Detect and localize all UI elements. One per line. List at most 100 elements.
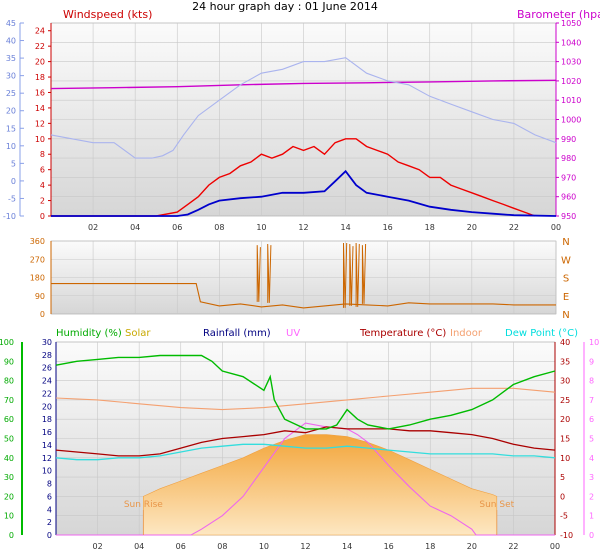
wind-x-tick-label: 00 [551, 223, 561, 232]
direction-spike [361, 243, 367, 304]
rainfall-tick-label: 0 [47, 531, 52, 540]
rainfall-tick-label: 12 [42, 454, 52, 463]
barometer-tick-label: 990 [561, 135, 576, 144]
direction-tick-label: 90 [35, 292, 45, 301]
direction-series [51, 242, 556, 309]
windspeed-tick-label: 4 [40, 181, 45, 190]
rainfall-tick-label: 4 [47, 505, 52, 514]
outer-axis-tick-label: 0 [11, 177, 16, 186]
barometer-tick-label: 1000 [561, 116, 581, 125]
windspeed-tick-label: 8 [40, 150, 45, 159]
temp-tick-label: 30 [560, 377, 570, 386]
temperature-x-tick-label: 00 [550, 542, 560, 551]
temperature-x-tick-label: 06 [176, 542, 186, 551]
uv-tick-label: 7 [589, 396, 594, 405]
wind-x-tick-label: 02 [88, 223, 98, 232]
outer-axis-tick-label: -10 [3, 212, 16, 221]
wind-x-tick-label: 14 [340, 223, 350, 232]
temp-tick-label: -5 [560, 512, 568, 521]
uv-tick-label: 10 [589, 338, 599, 347]
outer-axis: -10 -5 0 5 10 15 20 25 30 35 40 45 [3, 19, 24, 221]
rainfall-tick-label: 28 [42, 351, 52, 360]
temp-tick-label: 20 [560, 415, 570, 424]
temp-axis: -10 -5 0 5 10 15 20 25 30 35 40 [554, 338, 573, 540]
rainfall-tick-label: 30 [42, 338, 52, 347]
windspeed-tick-label: 10 [35, 135, 45, 144]
wind-x-axis: 02 04 06 08 10 12 14 16 18 20 22 00 [88, 223, 561, 232]
temp-tick-label: 35 [560, 357, 570, 366]
humidity-tick-label: 20 [4, 492, 14, 501]
temp-tick-label: 0 [560, 492, 565, 501]
temperature-line [55, 426, 556, 457]
temperature-x-tick-label: 14 [342, 542, 352, 551]
temperature-panel: Humidity (%) Solar Rainfall (mm) UV Temperat… [0, 328, 599, 551]
direction-spike [349, 243, 354, 306]
chart-title: 24 hour graph day : 01 June 2014 [192, 0, 378, 13]
uv-tick-label: 2 [589, 492, 594, 501]
rainfall-tick-label: 10 [42, 467, 52, 476]
uv-tick-label: 0 [589, 531, 594, 540]
temperature-x-axis: 02 04 06 08 10 12 14 16 18 20 22 00 [92, 542, 560, 551]
temperature-legend: Humidity (%) Solar Rainfall (mm) UV Temperat… [56, 328, 578, 339]
barometer-tick-label: 960 [561, 193, 576, 202]
rainfall-tick-label: 14 [42, 441, 52, 450]
rainfall-tick-label: 18 [42, 415, 52, 424]
wind-series [50, 57, 557, 217]
temperature-x-tick-label: 08 [217, 542, 227, 551]
temperature-x-tick-label: 02 [92, 542, 102, 551]
temperature-x-tick-label: 04 [134, 542, 144, 551]
legend-rainfall: Rainfall (mm) [203, 328, 271, 339]
sun-rise-label: Sun Rise [124, 500, 163, 510]
direction-spike [342, 242, 348, 308]
uv-tick-label: 4 [589, 454, 594, 463]
compass-label-s: S [563, 274, 569, 285]
temp-tick-label: 40 [560, 338, 570, 347]
compass-label-n: N [562, 237, 569, 248]
temp-tick-label: 5 [560, 473, 565, 482]
outer-axis-tick-label: 30 [6, 72, 16, 81]
humidity-tick-label: 40 [4, 454, 14, 463]
outer-axis-tick-label: 40 [6, 37, 16, 46]
humidity-tick-label: 80 [4, 377, 14, 386]
wind-x-tick-label: 22 [509, 223, 519, 232]
legend-humidity: Humidity (%) [56, 328, 122, 339]
direction-tick-label: 180 [30, 274, 45, 283]
direction-line [51, 283, 556, 309]
rainfall-tick-label: 8 [47, 480, 52, 489]
indoor-line [55, 387, 556, 411]
direction-tick-label: 360 [30, 237, 45, 246]
humidity-tick-label: 0 [9, 531, 14, 540]
direction-tick-label: 270 [30, 255, 45, 264]
outer-axis-tick-label: 45 [6, 19, 16, 28]
windspeed-tick-label: 0 [40, 212, 45, 221]
direction-tick-label: 0 [40, 310, 45, 319]
humidity-axis: 0 10 20 30 40 50 60 70 80 90 100 [0, 338, 23, 540]
wind-x-tick-label: 12 [298, 223, 308, 232]
rainfall-tick-label: 22 [42, 389, 52, 398]
temperature-x-tick-label: 22 [508, 542, 518, 551]
temperature-x-tick-label: 10 [259, 542, 269, 551]
barometer-tick-label: 980 [561, 154, 576, 163]
outer-axis-tick-label: 5 [11, 159, 16, 168]
uv-tick-label: 3 [589, 473, 594, 482]
compass-label-e: E [563, 292, 569, 303]
outer-axis-tick-label: 15 [6, 124, 16, 133]
humidity-tick-label: 30 [4, 473, 14, 482]
temp-tick-label: 25 [560, 396, 570, 405]
wind-x-tick-label: 20 [467, 223, 477, 232]
temperature-x-tick-label: 18 [425, 542, 435, 551]
windspeed-tick-label: 20 [35, 58, 45, 67]
dewpoint-line [55, 443, 556, 461]
uv-tick-label: 9 [589, 357, 594, 366]
wind-x-tick-label: 04 [130, 223, 140, 232]
legend-temperature: Temperature (°C) [359, 328, 446, 339]
uv-tick-label: 1 [589, 512, 594, 521]
windspeed-tick-label: 6 [40, 166, 45, 175]
outer-axis-tick-label: 25 [6, 89, 16, 98]
wind-gust-line [51, 138, 536, 217]
outer-axis-tick-label: -5 [8, 194, 16, 203]
windspeed-axis-label: Windspeed (kts) [63, 8, 152, 21]
wind-x-tick-label: 18 [425, 223, 435, 232]
legend-dew: Dew Point (°C) [505, 328, 578, 339]
